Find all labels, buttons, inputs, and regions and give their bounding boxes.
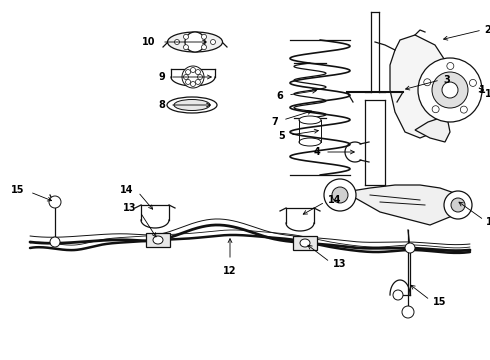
Circle shape [402,306,414,318]
Circle shape [174,40,179,45]
Polygon shape [340,185,462,225]
Circle shape [49,196,61,208]
Text: 9: 9 [158,72,165,82]
Ellipse shape [167,97,217,113]
Text: 14: 14 [328,195,342,205]
Circle shape [183,34,189,39]
Circle shape [191,81,196,86]
Circle shape [444,191,472,219]
Ellipse shape [153,236,163,244]
Circle shape [201,45,206,50]
Text: 11: 11 [486,217,490,227]
Text: 10: 10 [142,37,155,47]
Text: 1: 1 [479,85,486,95]
Circle shape [324,179,356,211]
Circle shape [185,32,205,52]
Circle shape [393,290,403,300]
Circle shape [191,68,196,72]
Circle shape [424,79,431,86]
Text: 12: 12 [223,266,237,276]
Text: 3: 3 [443,75,450,85]
Text: 13: 13 [122,203,136,213]
Circle shape [211,40,216,45]
Text: 8: 8 [158,100,165,110]
Text: 1: 1 [485,89,490,99]
Circle shape [197,75,202,80]
Circle shape [186,80,191,85]
Ellipse shape [299,116,321,124]
Ellipse shape [168,32,222,52]
Circle shape [186,69,191,75]
Text: 4: 4 [313,147,320,157]
Circle shape [405,243,415,253]
Circle shape [447,63,454,69]
Circle shape [196,80,200,85]
Circle shape [432,72,468,108]
Circle shape [196,69,200,75]
Circle shape [442,82,458,98]
Circle shape [183,45,189,50]
Circle shape [201,34,206,39]
Circle shape [451,198,465,212]
Circle shape [418,58,482,122]
Text: 14: 14 [120,185,133,195]
Circle shape [50,237,60,247]
Circle shape [460,106,467,113]
Circle shape [469,80,476,86]
Ellipse shape [174,99,210,111]
Ellipse shape [299,138,321,146]
Text: 15: 15 [10,185,24,195]
Text: 2: 2 [484,25,490,35]
Text: 6: 6 [276,91,283,101]
Text: 7: 7 [271,117,278,127]
Circle shape [183,75,189,80]
Circle shape [182,66,204,88]
Text: 5: 5 [278,131,285,141]
Bar [146,233,170,247]
Circle shape [332,187,348,203]
Circle shape [432,106,439,113]
Bar [293,236,317,250]
Polygon shape [415,118,450,142]
Polygon shape [390,35,450,138]
Text: 15: 15 [433,297,446,307]
Ellipse shape [300,239,310,247]
Text: 13: 13 [333,259,346,269]
